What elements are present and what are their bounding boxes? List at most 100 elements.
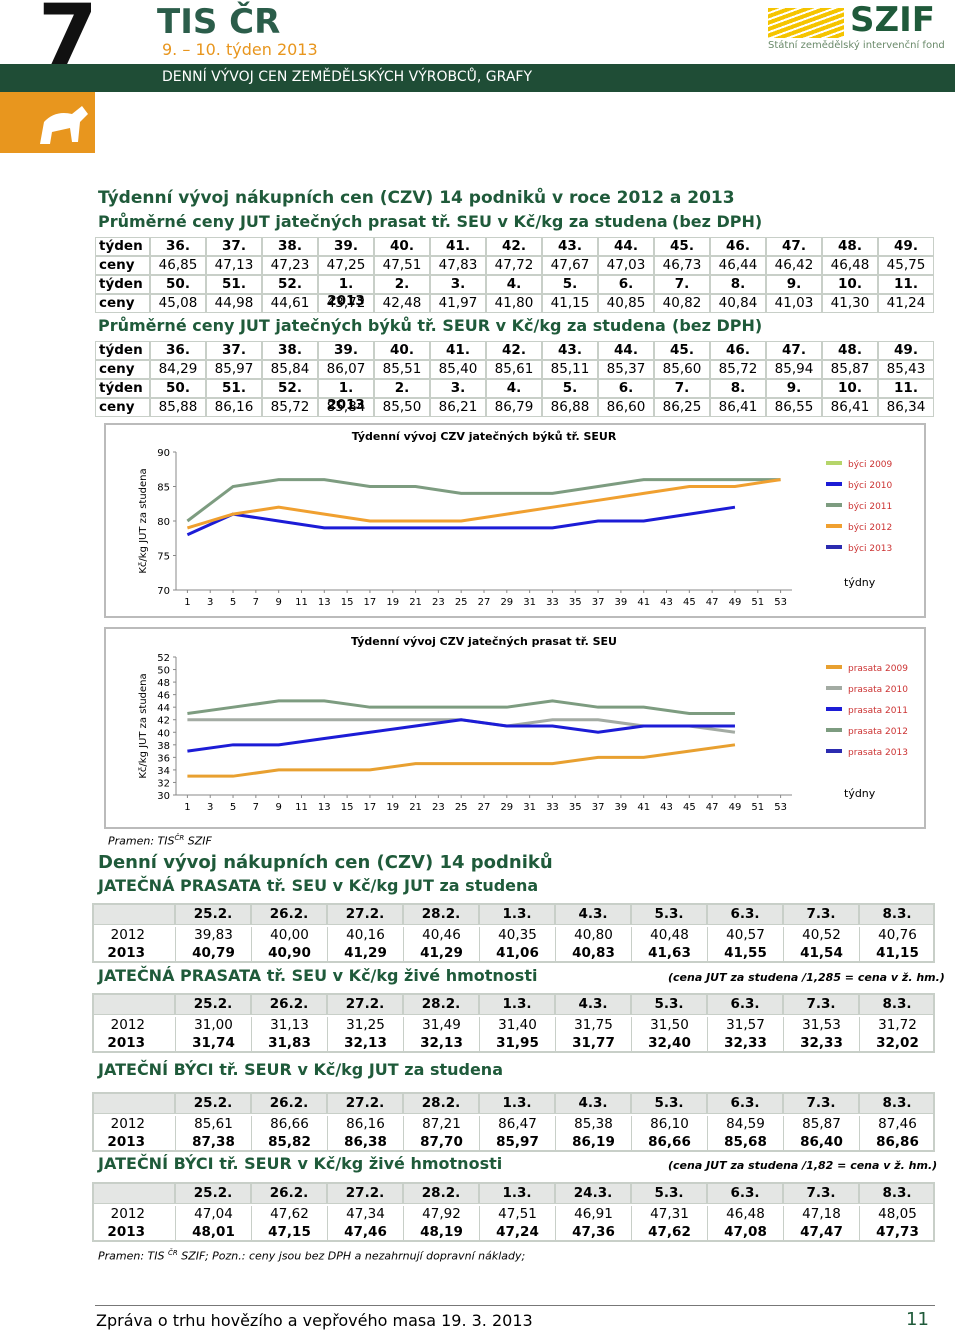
table-cell: 45. — [654, 341, 710, 360]
table-caption-note: (bez DPH) — [672, 212, 763, 231]
x-tick-label: 39 — [615, 597, 628, 608]
table-cell: 85,82 — [251, 1134, 327, 1152]
table-caption: JATEČNÁ PRASATA tř. SEU v Kč/kg živé hmo… — [98, 966, 538, 985]
table-cell: 7. — [654, 379, 710, 398]
table-cell: 46. — [710, 341, 766, 360]
table-note: (cena JUT za studena /1,285 = cena v ž. … — [668, 971, 945, 984]
x-tick-label: 5 — [230, 597, 236, 608]
table-caption: JATEČNÍ BÝCI tř. SEUR v Kč/kg živé hmotn… — [98, 1154, 503, 1173]
table-cell: 86,38 — [327, 1134, 403, 1152]
chart-frame — [104, 423, 926, 618]
table-cell: 87,21 — [403, 1116, 479, 1134]
x-tick-label: 7 — [253, 802, 259, 813]
week: 9. – 10. týden 2013 — [162, 40, 318, 59]
table-cell: 32,33 — [783, 1035, 859, 1053]
table-cell: 41,29 — [327, 945, 403, 963]
column-header: 27.2. — [327, 1182, 403, 1204]
column-header: 7.3. — [783, 993, 859, 1015]
table-cell: 86,79 — [486, 398, 542, 417]
source: Pramen: TISČR SZIF — [108, 834, 212, 848]
x-tick-label: 35 — [569, 597, 582, 608]
table-cell: 36. — [150, 237, 206, 256]
y-tick-label: 38 — [157, 741, 170, 752]
table-cell: 86,66 — [631, 1134, 707, 1152]
x-tick-label: 23 — [432, 802, 445, 813]
y-tick-label: 42 — [157, 716, 170, 727]
table-cell: 10. — [822, 275, 878, 294]
line — [187, 718, 735, 753]
table-cell: 31,72 — [859, 1017, 935, 1035]
table-cell: 31,00 — [175, 1017, 251, 1035]
table-cell: 85,72 — [710, 360, 766, 379]
table-cell: 85,61 — [486, 360, 542, 379]
legend-swatch — [826, 461, 842, 465]
table-cell: 4. — [486, 379, 542, 398]
x-tick-label: 29 — [500, 802, 513, 813]
table-cell: 85,61 — [175, 1116, 251, 1134]
y-tick-label: 80 — [157, 517, 170, 528]
daily-title: Denní vývoj nákupních cen (CZV) 14 podni… — [98, 852, 553, 873]
table-cell: 31,25 — [327, 1017, 403, 1035]
legend-swatch — [826, 524, 842, 528]
table-cell: 47,73 — [859, 1224, 935, 1242]
x-tick-label: 45 — [683, 597, 696, 608]
x-tick-label: 33 — [546, 802, 559, 813]
row-label: týden — [95, 341, 150, 360]
y-tick-label: 48 — [157, 678, 170, 689]
table-cell: 41,63 — [631, 945, 707, 963]
table-cell: 41,30 — [822, 294, 878, 313]
table-cell: 86,19 — [555, 1134, 631, 1152]
table-cell: 47. — [766, 341, 822, 360]
table-cell: 86,86 — [859, 1134, 935, 1152]
source-sup: ČR — [174, 834, 185, 842]
table-cell: 42,48 — [374, 294, 430, 313]
table-cell: 32,02 — [859, 1035, 935, 1053]
column-header: 8.3. — [859, 1092, 935, 1114]
chart: Týdenní vývoj CZV jatečných prasat tř. S… — [104, 627, 926, 829]
column-header: 26.2. — [251, 1182, 327, 1204]
y-tick-label: 32 — [157, 778, 170, 789]
y-tick-label: 36 — [157, 753, 170, 764]
table-cell: 41,24 — [878, 294, 934, 313]
column-header: 4.3. — [555, 1092, 631, 1114]
table-cell: 8. — [710, 275, 766, 294]
table-cell: 86,40 — [783, 1134, 859, 1152]
y-tick-label: 90 — [157, 448, 170, 459]
table-cell: 31,49 — [403, 1017, 479, 1035]
x-tick-label: 21 — [409, 802, 422, 813]
table-cell: 46. — [710, 237, 766, 256]
table-cell: 86,88 — [542, 398, 598, 417]
table-cell: 86,47 — [479, 1116, 555, 1134]
table-cell: 40,57 — [707, 927, 783, 945]
x-tick-label: 25 — [455, 597, 468, 608]
x-tick-label: 49 — [729, 597, 742, 608]
table-cell: 40,80 — [555, 927, 631, 945]
table-cell: 45,75 — [878, 256, 934, 275]
chart-title: Týdenní vývoj CZV jatečných býků tř. SEU… — [352, 430, 617, 443]
y-tick-label: 34 — [157, 766, 170, 777]
x-tick-label: 3 — [207, 597, 213, 608]
x-tick-label: 25 — [455, 802, 468, 813]
footnote-text: Pramen: TIS — [98, 1249, 168, 1263]
x-axis-label: týdny — [844, 576, 876, 589]
table-cell: 52. — [262, 275, 318, 294]
table-cell: 51. — [206, 379, 262, 398]
table-cell: 47,36 — [555, 1224, 631, 1242]
line — [187, 699, 735, 715]
column-header: 28.2. — [403, 1182, 479, 1204]
table-note: (cena JUT za studena /1,82 = cena v ž. h… — [668, 1159, 938, 1172]
x-tick-label: 37 — [592, 597, 605, 608]
line — [186, 478, 781, 530]
table-cell: 40,85 — [598, 294, 654, 313]
x-tick-label: 15 — [341, 802, 354, 813]
table-cell: 40,52 — [783, 927, 859, 945]
column-header: 26.2. — [251, 1092, 327, 1114]
row-label: 2012 — [110, 1206, 145, 1222]
y-tick-label: 30 — [157, 791, 170, 802]
table-cell: 32,33 — [707, 1035, 783, 1053]
table-cell: 49. — [878, 237, 934, 256]
x-tick-label: 11 — [295, 597, 308, 608]
table-cell: 47,03 — [598, 256, 654, 275]
table-cell: 1. 2013 — [318, 275, 374, 309]
